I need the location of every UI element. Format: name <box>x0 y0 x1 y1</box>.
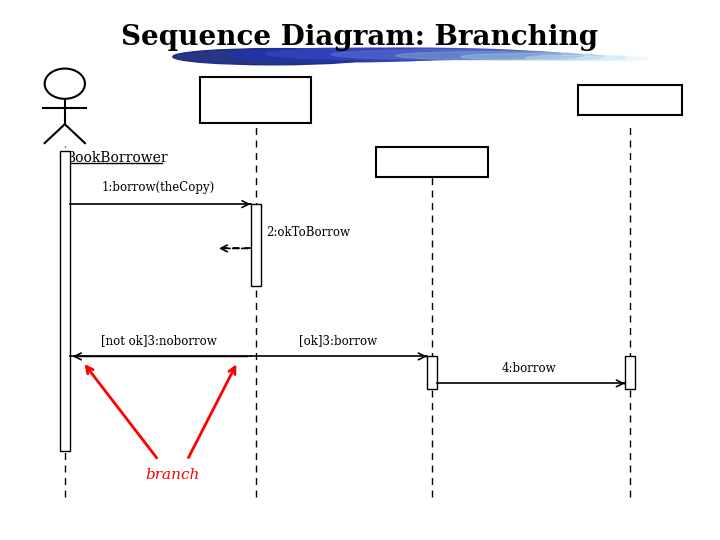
Ellipse shape <box>266 48 540 60</box>
Bar <box>251 204 261 286</box>
Text: Sequence Diagram: Branching: Sequence Diagram: Branching <box>122 24 598 51</box>
Bar <box>376 147 488 177</box>
Ellipse shape <box>576 56 648 60</box>
Ellipse shape <box>396 51 583 60</box>
Text: BookBorrower: BookBorrower <box>65 151 168 165</box>
Text: 2:okToBorrow: 2:okToBorrow <box>266 226 351 239</box>
Bar <box>577 85 682 115</box>
Ellipse shape <box>461 53 605 60</box>
Text: theBook:Book: theBook:Book <box>586 93 674 106</box>
Bar <box>625 356 635 389</box>
Text: libMem:: libMem: <box>230 87 282 100</box>
Text: branch: branch <box>145 468 200 482</box>
Bar <box>60 151 70 451</box>
Text: [not ok]3:noborrow: [not ok]3:noborrow <box>101 334 216 347</box>
Text: [ok]3:borrow: [ok]3:borrow <box>300 334 377 347</box>
Text: 1:borrow(theCopy): 1:borrow(theCopy) <box>102 181 215 194</box>
Text: theCopy:Copy: theCopy:Copy <box>387 156 477 168</box>
Ellipse shape <box>331 50 562 59</box>
Text: LibraryMember: LibraryMember <box>205 103 306 116</box>
Bar <box>427 356 437 389</box>
Ellipse shape <box>526 55 626 60</box>
Ellipse shape <box>230 48 461 62</box>
Ellipse shape <box>173 49 374 65</box>
Text: 4:borrow: 4:borrow <box>502 362 557 375</box>
Bar <box>199 77 311 123</box>
